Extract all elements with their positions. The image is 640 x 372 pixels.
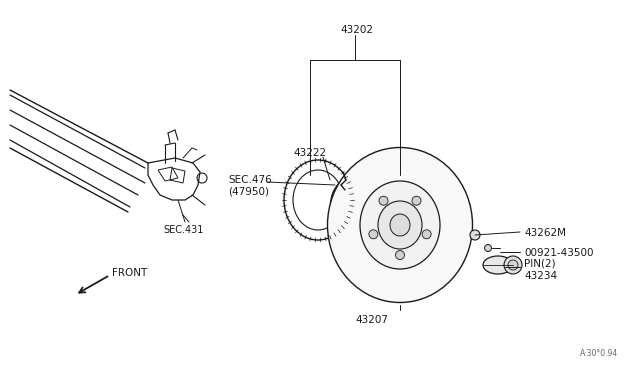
Circle shape — [422, 230, 431, 239]
Text: 43234: 43234 — [524, 271, 557, 281]
Circle shape — [343, 184, 349, 191]
Ellipse shape — [353, 199, 363, 211]
Text: 00921-43500: 00921-43500 — [524, 248, 593, 258]
Circle shape — [379, 196, 388, 205]
Circle shape — [335, 208, 342, 215]
Circle shape — [470, 230, 480, 240]
Text: PIN(2): PIN(2) — [524, 259, 556, 269]
Ellipse shape — [328, 148, 472, 302]
Text: (47950): (47950) — [228, 186, 269, 196]
Circle shape — [369, 230, 378, 239]
Ellipse shape — [483, 256, 513, 274]
Text: SEC.476: SEC.476 — [228, 175, 272, 185]
Ellipse shape — [508, 260, 518, 270]
Text: 43207: 43207 — [355, 315, 388, 325]
Ellipse shape — [339, 184, 377, 226]
Text: FRONT: FRONT — [112, 268, 147, 278]
Text: SEC.431: SEC.431 — [163, 225, 204, 235]
Circle shape — [374, 208, 381, 215]
Circle shape — [396, 250, 404, 260]
Circle shape — [366, 184, 373, 191]
Text: A·30°0.94: A·30°0.94 — [580, 349, 618, 358]
Circle shape — [484, 244, 492, 251]
Ellipse shape — [378, 201, 422, 249]
Ellipse shape — [347, 192, 369, 218]
Text: 43202: 43202 — [340, 25, 373, 35]
Circle shape — [355, 224, 362, 231]
Ellipse shape — [330, 175, 385, 235]
Text: 43262M: 43262M — [524, 228, 566, 238]
Ellipse shape — [390, 214, 410, 236]
Text: 43222: 43222 — [293, 148, 326, 158]
Ellipse shape — [504, 256, 522, 274]
Circle shape — [412, 196, 421, 205]
Ellipse shape — [360, 181, 440, 269]
